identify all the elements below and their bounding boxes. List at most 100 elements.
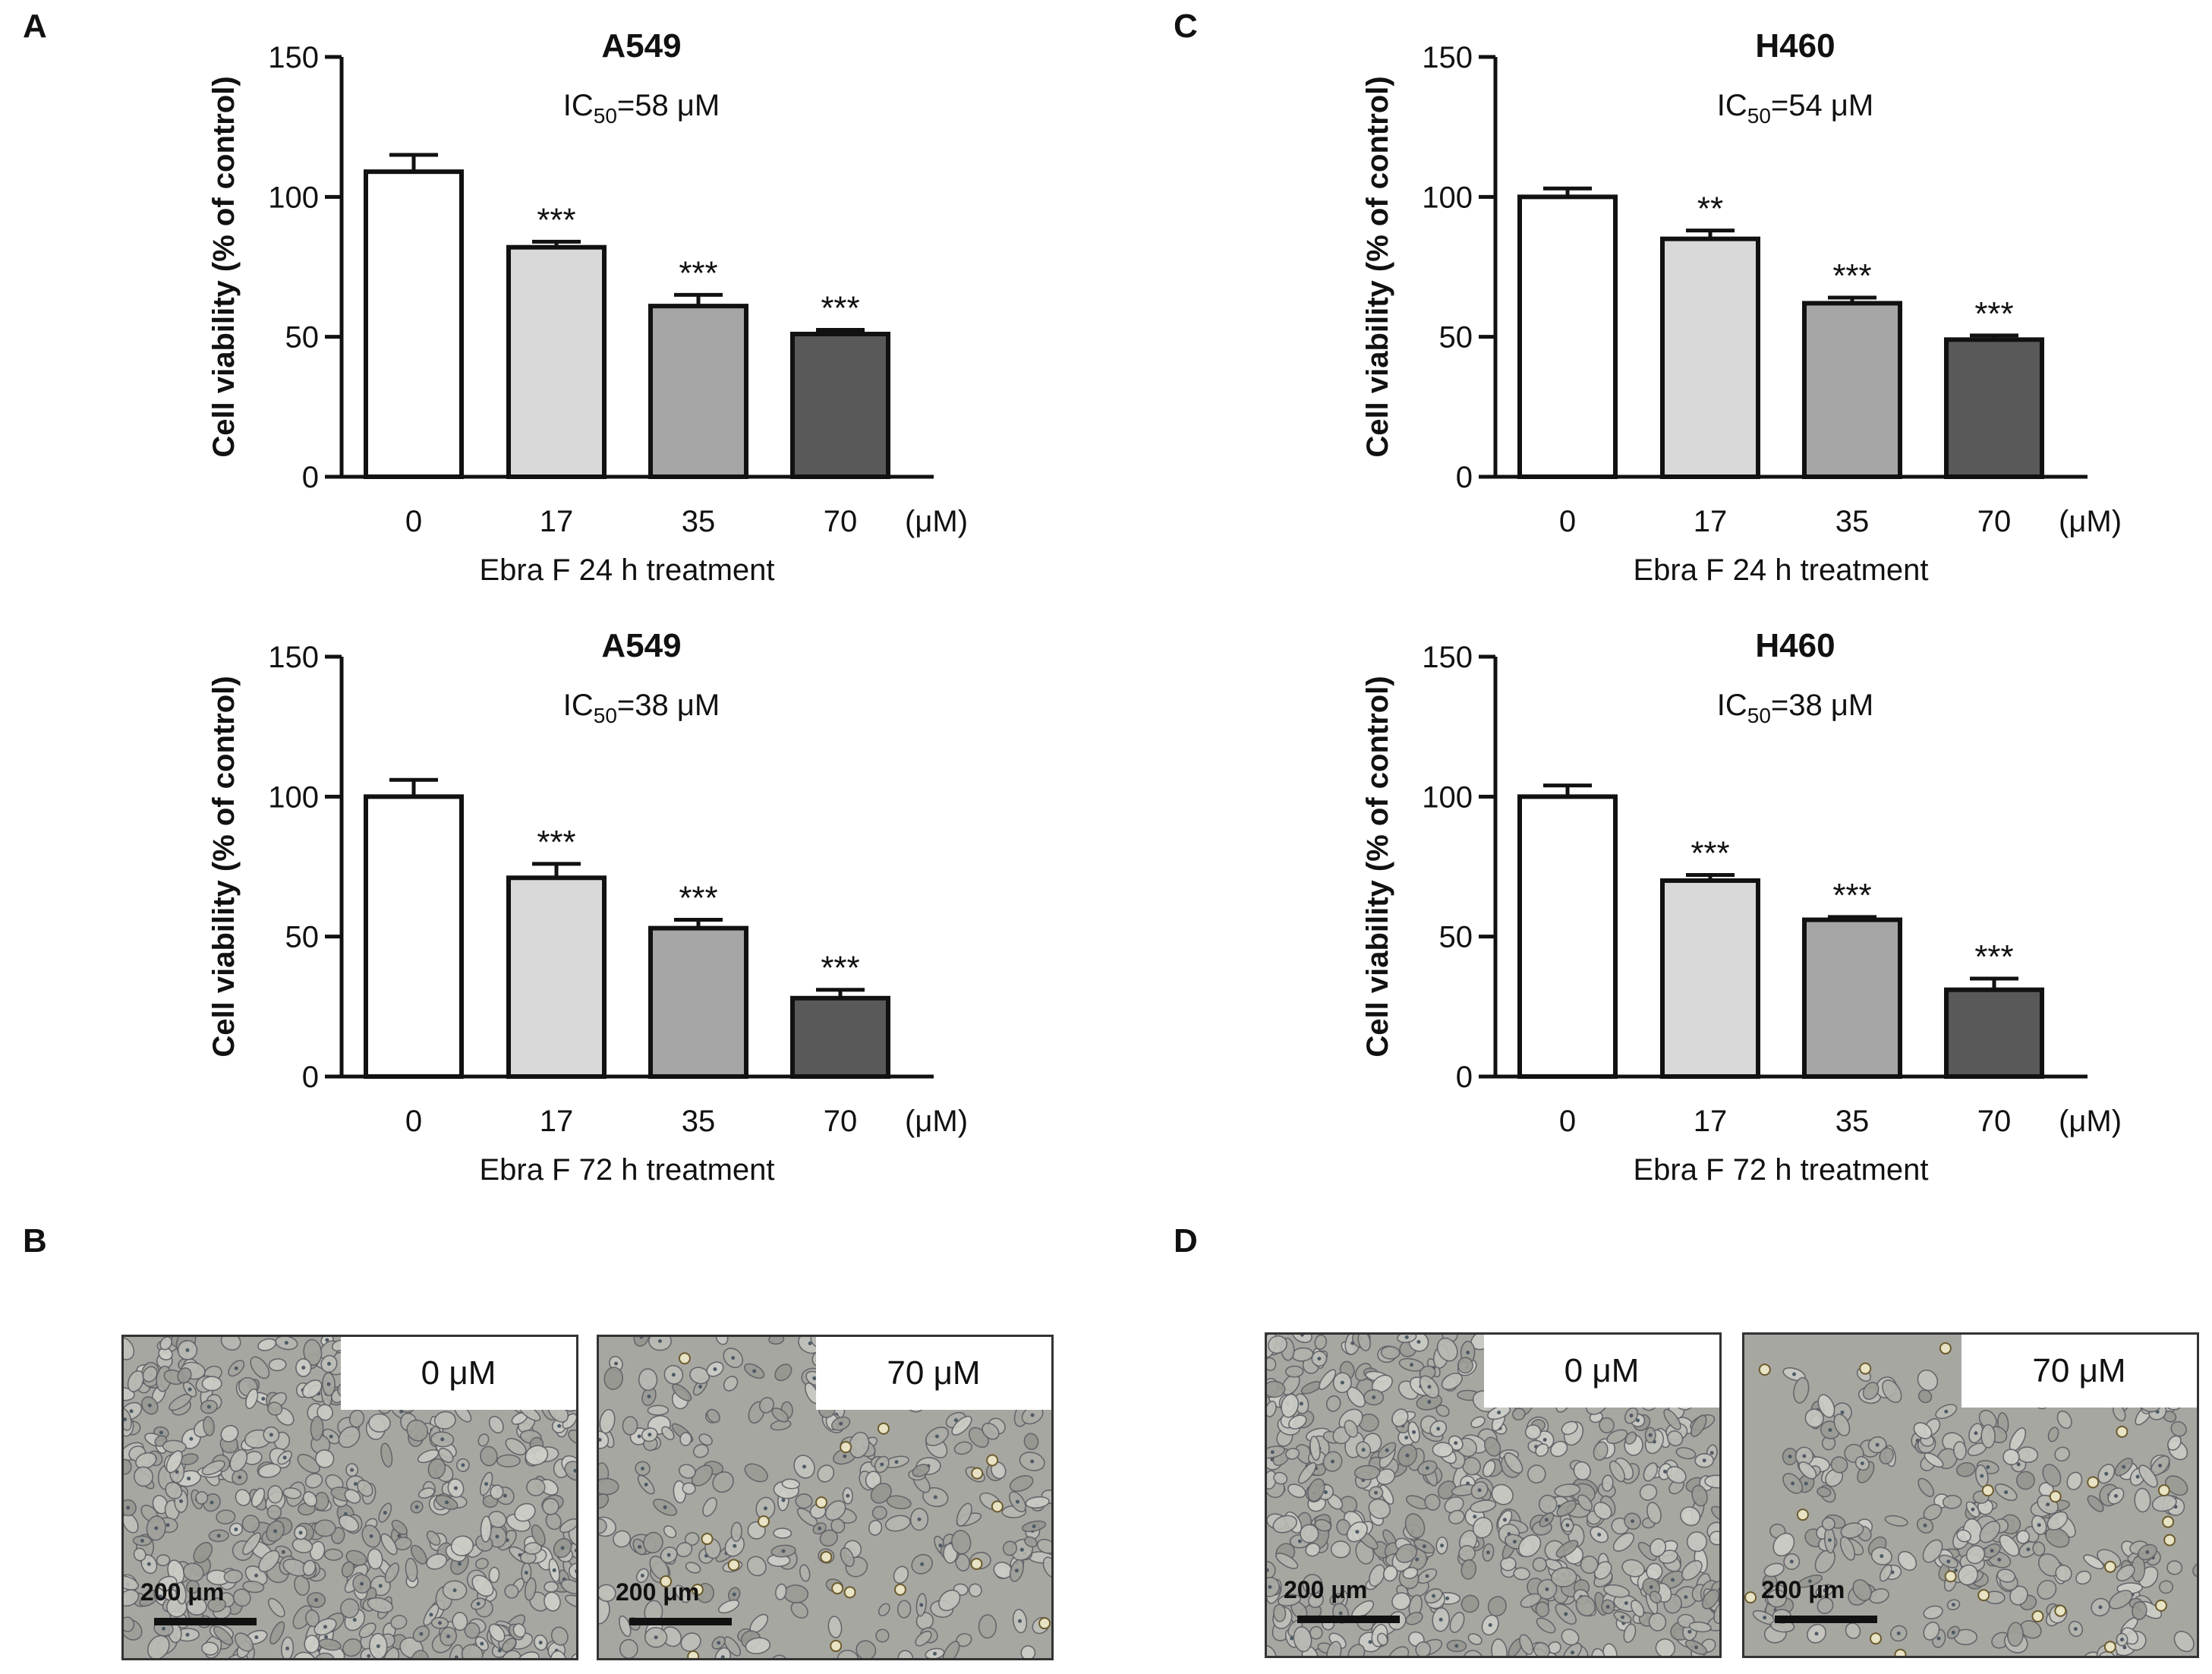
round-cell [1859,1362,1872,1375]
cell-nucleus [1340,1380,1344,1385]
round-cell [2087,1476,2100,1489]
cell-shape [544,1591,561,1612]
x-axis-label: Ebra F 72 h treatment [1633,1153,1928,1187]
cell-shape [1958,1564,1979,1586]
cell-shape [774,1583,787,1600]
x-unit-label: (μM) [905,1105,968,1138]
cell-nucleus [284,1341,288,1345]
cell-nucleus [1974,1431,1978,1436]
cell-shape [242,1580,265,1594]
scale-bar-label: 200 μm [140,1578,225,1606]
cell-shape [1376,1632,1388,1646]
cell-shape [410,1650,430,1658]
cell-nucleus [1649,1584,1653,1589]
cell-shape [1833,1413,1851,1436]
cell-nucleus [802,1464,807,1469]
cell-shape [258,1549,280,1573]
significance-label: *** [537,824,575,861]
cell-shape [692,1443,709,1458]
bar [1944,337,2044,479]
cell-shape [203,1416,215,1436]
round-cell [843,1586,856,1599]
round-cell [840,1441,852,1454]
y-tick-label: 0 [302,1061,319,1094]
micrograph-a549-0uM: 0 μM 200 μm [121,1335,578,1660]
bar [364,169,464,480]
cell-nucleus [238,1475,242,1480]
cell-shape [1897,1550,1917,1572]
x-tick-label: 70 [1977,1105,2012,1138]
cell-nucleus [639,1337,644,1339]
cell-shape [1577,1494,1593,1512]
cell-nucleus [1702,1458,1706,1463]
cell-shape [2138,1464,2158,1488]
cell-shape [1561,1628,1580,1646]
micrograph-h460-0uM: 0 μM 200 μm [1265,1332,1722,1658]
cell-shape [1593,1441,1609,1461]
cell-shape [560,1578,576,1595]
y-tick-label: 50 [285,921,320,954]
cell-shape [135,1452,157,1470]
cell-nucleus [1270,1450,1275,1455]
cell-shape [1817,1486,1832,1498]
cell-nucleus [934,1434,939,1439]
cell-shape [1036,1538,1051,1554]
cell-shape [471,1575,494,1597]
cell-nucleus [1694,1645,1699,1650]
cell-nucleus [2037,1523,2041,1527]
cell-shape [685,1562,701,1574]
cell-nucleus [599,1437,602,1442]
cell-shape [1709,1531,1719,1546]
cell-nucleus [2145,1550,2150,1555]
cell-nucleus [573,1468,576,1473]
cell-nucleus [178,1499,183,1503]
y-tick-label: 150 [1422,641,1473,674]
cell-shape [367,1597,394,1613]
cell-shape [744,1463,768,1483]
cell-nucleus [1427,1400,1432,1404]
cell-nucleus [1840,1410,1845,1414]
cell-shape [1267,1380,1286,1398]
cell-shape [1978,1409,1997,1430]
round-cell [1981,1484,1994,1497]
cell-shape [213,1625,234,1646]
cell-shape [1504,1452,1524,1474]
cell-shape [1491,1638,1508,1656]
cell-nucleus [1030,1459,1035,1464]
cell-shape [338,1426,361,1449]
cell-shape [1457,1357,1473,1374]
cell-nucleus [1951,1603,1955,1607]
bar [1517,794,1618,1079]
cell-nucleus [933,1495,937,1499]
cell-nucleus [2122,1645,2127,1650]
cell-shape [1519,1634,1534,1655]
cell-shape [1817,1394,1835,1418]
cell-shape [2083,1554,2104,1570]
cell-nucleus [1802,1454,1807,1458]
cell-shape [1020,1645,1036,1658]
cell-nucleus [187,1387,192,1392]
cell-shape [1326,1641,1342,1656]
cell-shape [1527,1464,1546,1484]
cell-shape [1395,1543,1418,1563]
cell-nucleus [663,1505,667,1509]
cell-nucleus [1412,1430,1416,1434]
cell-shape [2134,1487,2151,1513]
cell-shape [1686,1531,1708,1553]
cell-nucleus [713,1367,717,1372]
cell-shape [1368,1498,1391,1520]
cell-shape [269,1621,285,1645]
cell-shape [531,1524,546,1546]
x-tick-label: 17 [540,1105,574,1138]
round-cell [1758,1363,1771,1376]
cell-nucleus [1990,1549,1994,1553]
cell-nucleus [919,1603,924,1607]
cell-nucleus [1789,1559,1794,1564]
cell-nucleus [1792,1372,1797,1376]
cell-shape [220,1425,239,1442]
cell-shape [293,1651,316,1658]
cell-nucleus [1486,1550,1490,1555]
panel-letter-c: C [1174,8,1198,45]
scale-bar [1297,1616,1400,1623]
cell-nucleus [476,1601,481,1606]
